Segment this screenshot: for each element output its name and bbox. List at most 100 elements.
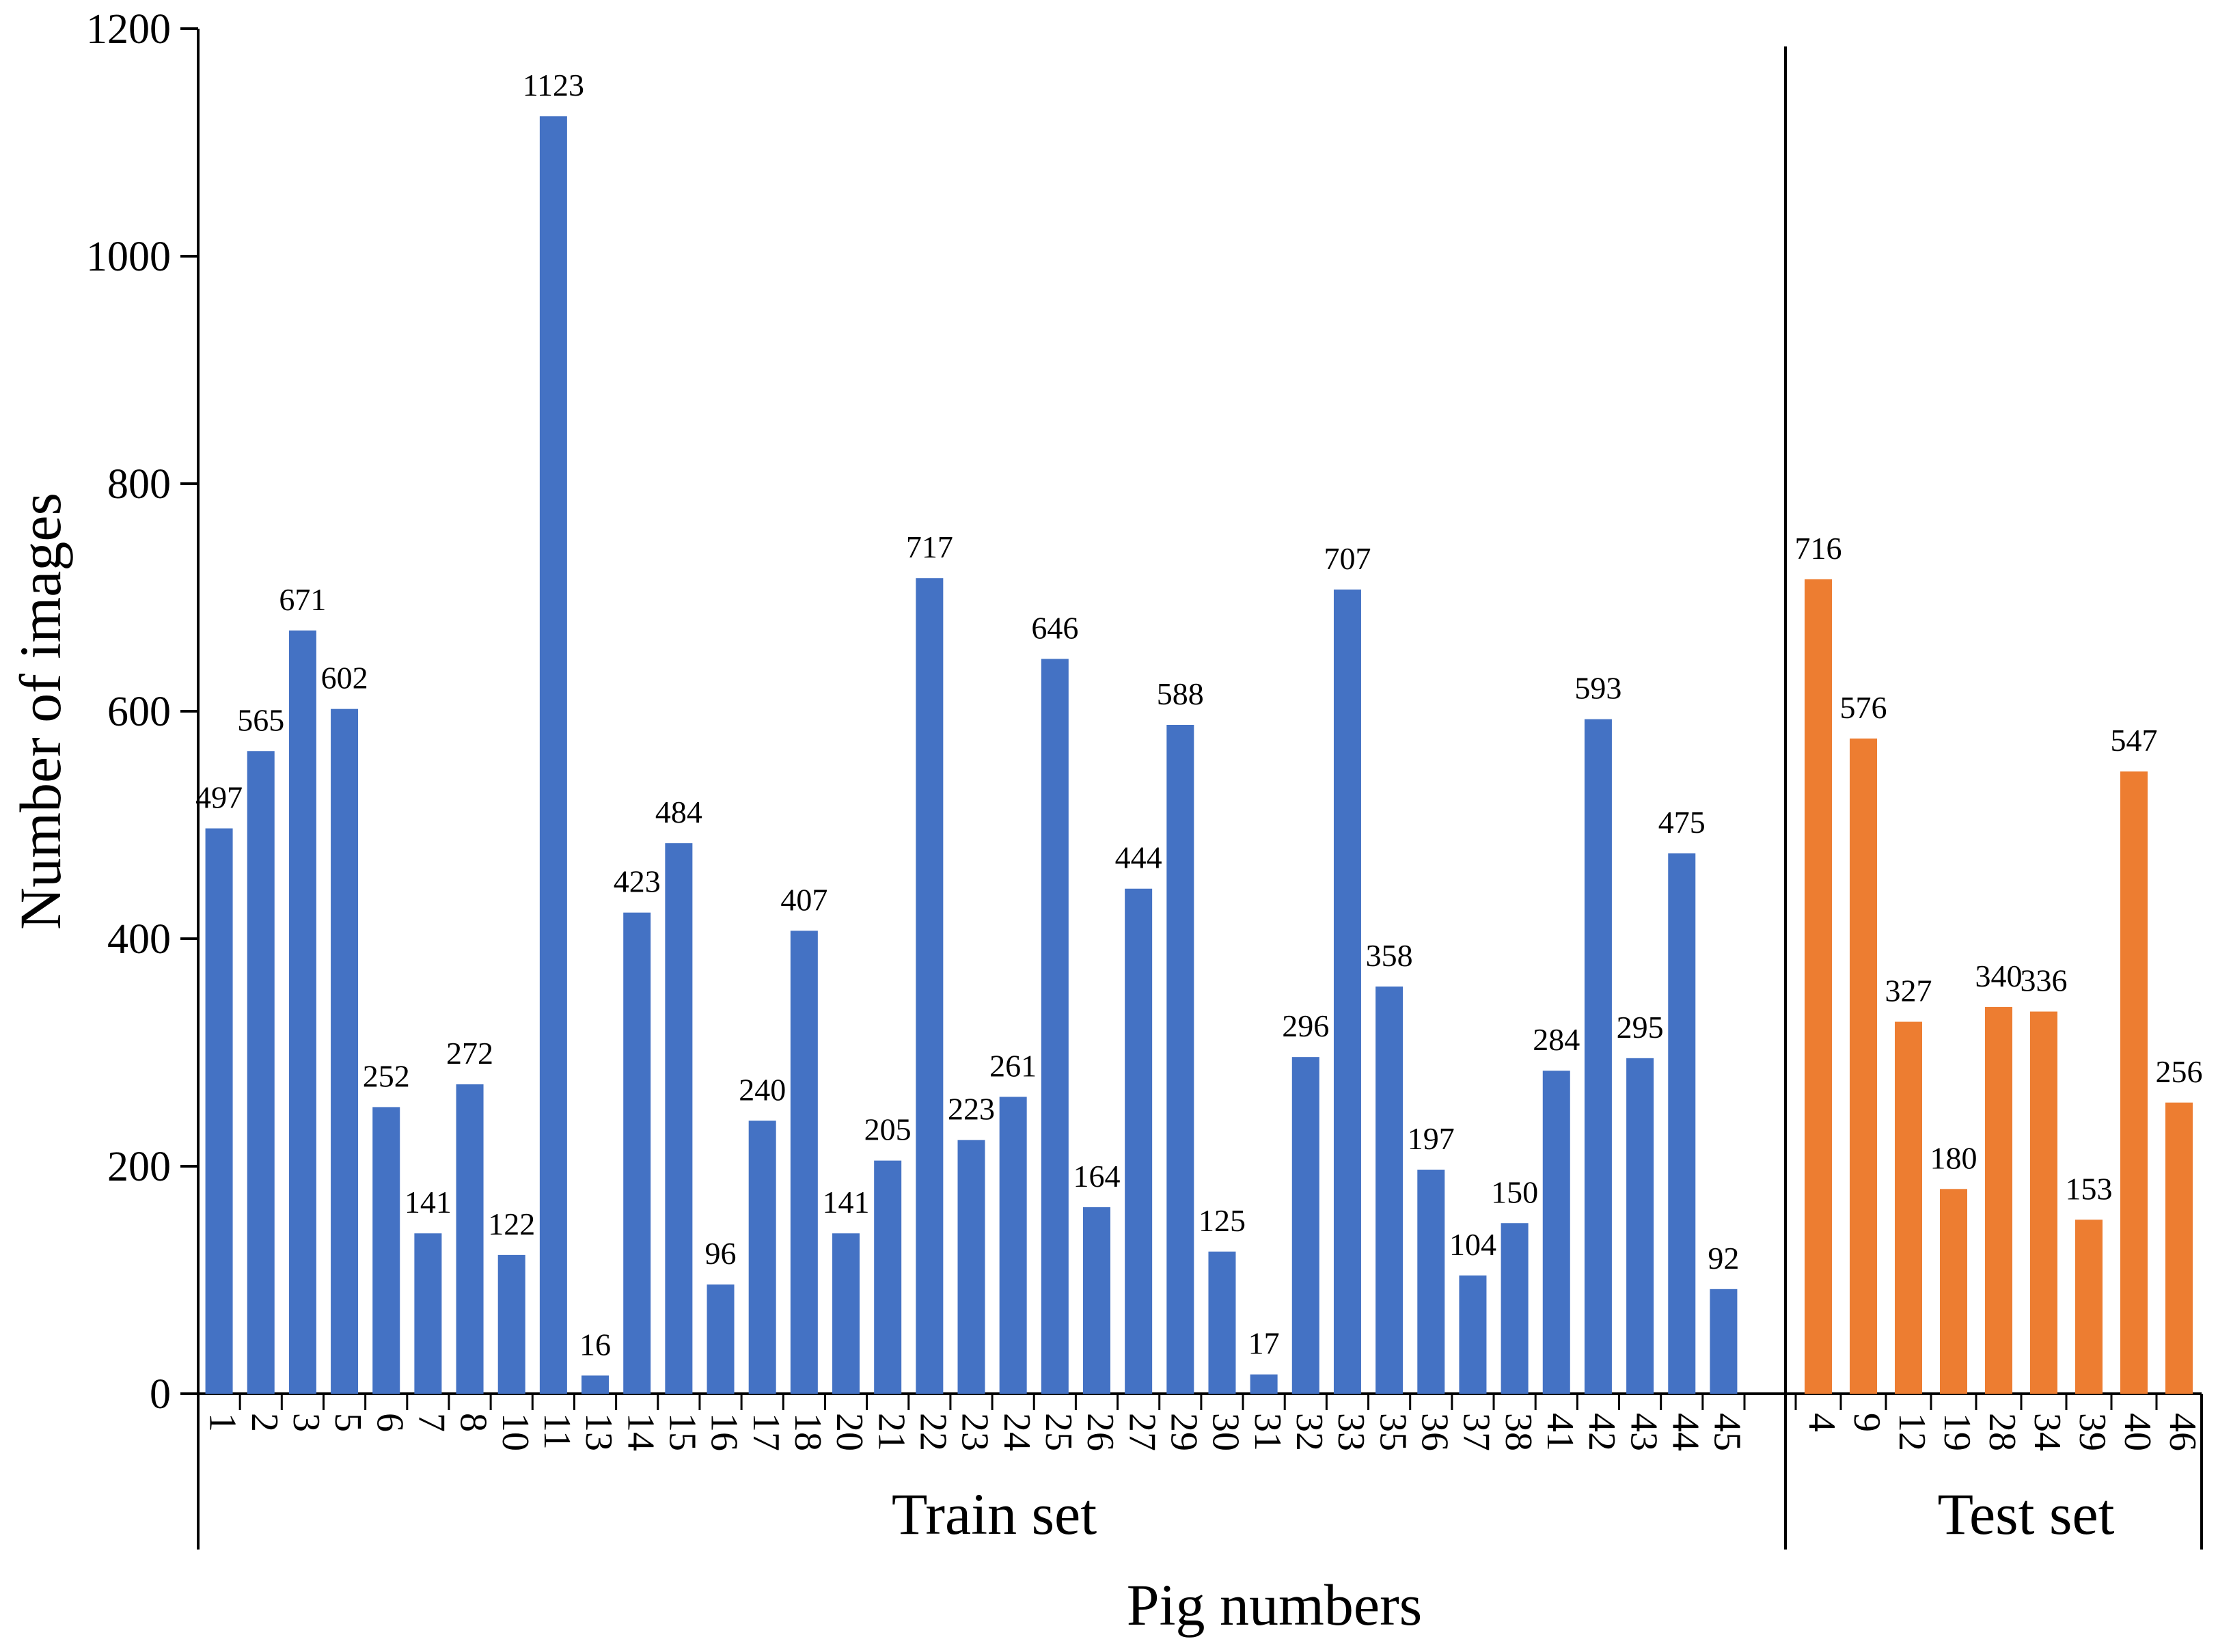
category-label: 18	[786, 1413, 829, 1451]
data-label: 164	[1073, 1159, 1120, 1194]
data-label: 96	[705, 1236, 737, 1271]
bar-train-pig-5	[331, 708, 359, 1394]
bar-train-pig-1	[205, 828, 233, 1394]
category-label: 34	[2026, 1413, 2068, 1451]
y-tick-label: 1200	[86, 6, 171, 53]
y-tick-label: 1000	[86, 234, 171, 280]
category-label: 41	[1539, 1413, 1581, 1451]
data-label: 340	[1975, 959, 2023, 993]
data-label: 576	[1840, 690, 1887, 725]
data-label: 1123	[523, 68, 584, 102]
category-label: 17	[745, 1413, 787, 1451]
bar-train-pig-3	[288, 630, 316, 1394]
bar-train-pig-42	[1584, 719, 1612, 1394]
bar-train-pig-7	[414, 1233, 442, 1394]
bar-train-pig-17	[748, 1120, 776, 1394]
category-label: 20	[828, 1413, 871, 1451]
category-label: 7	[411, 1413, 453, 1432]
bar-test-pig-4	[1805, 579, 1832, 1394]
category-label: 31	[1246, 1413, 1289, 1451]
data-label: 358	[1366, 938, 1413, 973]
data-label: 484	[655, 795, 702, 829]
category-label: 14	[619, 1413, 661, 1451]
data-label: 336	[2021, 963, 2068, 998]
data-label: 407	[780, 882, 827, 917]
bar-train-pig-10	[497, 1254, 525, 1394]
y-tick-label: 800	[107, 461, 171, 508]
data-label: 444	[1115, 840, 1162, 875]
bar-train-pig-43	[1626, 1058, 1654, 1394]
category-label: 8	[452, 1413, 495, 1432]
category-label: 3	[285, 1413, 327, 1432]
category-label: 43	[1622, 1413, 1665, 1451]
category-label: 1	[202, 1413, 244, 1432]
category-labels: 1 2 3 5 6 7 8 10 11 13 14 15 16 17 18 20 21 22 23 24 25 26 27 2…	[202, 1413, 2204, 1451]
category-label: 22	[912, 1413, 954, 1451]
data-label: 240	[739, 1072, 786, 1107]
group-label-test-set: Test set	[1937, 1481, 2114, 1547]
y-tick-label: 0	[150, 1371, 171, 1418]
bar-train-pig-6	[372, 1107, 400, 1394]
bar-train-pig-20	[832, 1233, 860, 1394]
group-label-train-set: Train set	[892, 1481, 1097, 1547]
category-label: 37	[1455, 1413, 1498, 1451]
data-label: 153	[2066, 1171, 2113, 1206]
data-label: 141	[405, 1185, 452, 1220]
category-label: 13	[577, 1413, 620, 1451]
category-label: 26	[1079, 1413, 1121, 1451]
category-label: 24	[996, 1413, 1038, 1451]
bar-train-pig-45	[1710, 1289, 1738, 1394]
bar-train-pig-31	[1250, 1374, 1278, 1394]
data-labels: 497 565 671 602 252 141 272 122 1123 16 423 484 96 24…	[195, 68, 2202, 1362]
data-label: 565	[237, 702, 284, 737]
data-label: 671	[279, 582, 326, 617]
data-label: 593	[1574, 671, 1621, 706]
bar-train-pig-35	[1375, 986, 1404, 1394]
data-label: 252	[363, 1058, 410, 1093]
bar-test-pig-46	[2165, 1102, 2193, 1394]
data-label: 602	[321, 661, 368, 696]
category-label: 33	[1330, 1413, 1372, 1451]
category-label: 29	[1162, 1413, 1205, 1451]
bar-test-pig-19	[1940, 1189, 1967, 1394]
bar-test-pig-28	[1985, 1006, 2012, 1394]
category-label: 15	[661, 1413, 704, 1451]
data-label: 141	[823, 1185, 870, 1220]
data-label: 272	[446, 1036, 493, 1071]
bar-train-pig-14	[623, 912, 651, 1394]
data-label: 423	[614, 864, 661, 899]
data-label: 261	[989, 1048, 1037, 1083]
x-ticks	[197, 1394, 2203, 1410]
category-label: 11	[536, 1413, 578, 1450]
bar-train-pig-32	[1291, 1057, 1319, 1394]
category-label: 45	[1706, 1413, 1749, 1451]
bar-train-pig-22	[916, 578, 944, 1394]
category-label: 36	[1413, 1413, 1455, 1451]
category-label: 28	[1981, 1413, 2023, 1451]
bar-train-pig-8	[456, 1084, 484, 1394]
category-label: 27	[1121, 1413, 1163, 1451]
data-label: 707	[1324, 541, 1371, 576]
y-tick-label: 600	[107, 689, 171, 735]
bar-train-pig-11	[539, 116, 567, 1394]
y-axis-title: Number of images	[8, 493, 73, 930]
category-label: 19	[1936, 1413, 1978, 1451]
data-label: 122	[488, 1207, 535, 1241]
category-label: 42	[1580, 1413, 1623, 1451]
bar-train-pig-25	[1041, 659, 1069, 1394]
category-label: 5	[327, 1413, 369, 1432]
bar-train-pig-44	[1668, 853, 1696, 1394]
category-label: 23	[954, 1413, 996, 1451]
bar-train-pig-29	[1166, 724, 1194, 1394]
bar-train-pig-23	[957, 1140, 985, 1394]
data-label: 717	[906, 529, 953, 564]
bar-train-pig-27	[1125, 888, 1153, 1394]
category-label: 44	[1664, 1413, 1706, 1451]
bar-train-pig-41	[1542, 1071, 1570, 1394]
data-label: 284	[1533, 1022, 1580, 1057]
y-tick-label: 200	[107, 1144, 171, 1190]
bar-train-pig-15	[665, 843, 693, 1394]
bar-train-pig-13	[581, 1375, 610, 1394]
category-label: 16	[703, 1413, 745, 1451]
bar-train-pig-24	[999, 1097, 1027, 1394]
